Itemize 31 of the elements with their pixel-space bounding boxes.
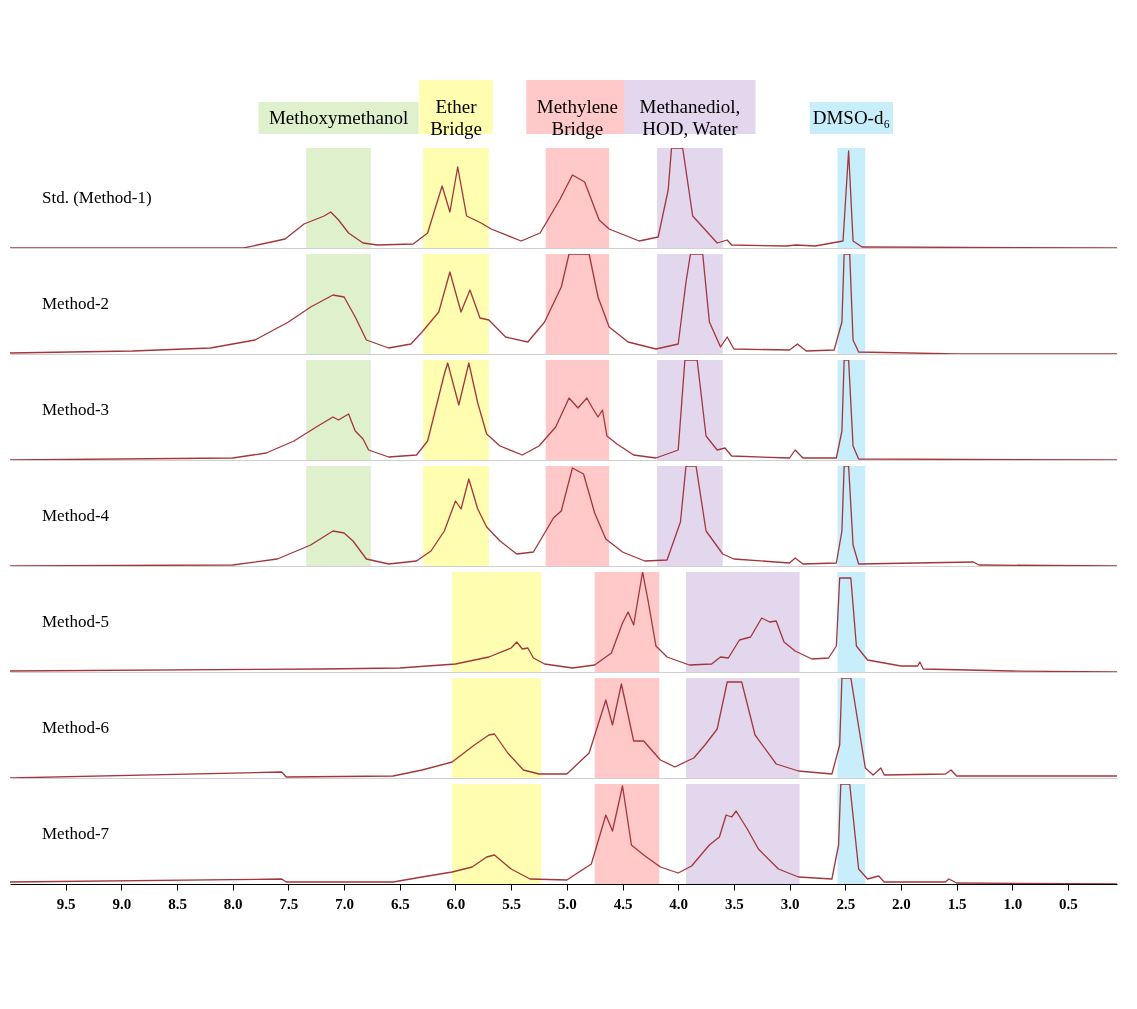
x-tick-label: 3.0 [780, 895, 800, 912]
text: Method-3 [42, 400, 110, 419]
x-tick-label: 8.0 [223, 895, 243, 912]
x-tick-label: 3.5 [725, 895, 744, 912]
x-tick-label: 2.0 [892, 895, 911, 912]
x-tick-label: 5.5 [502, 895, 522, 912]
x-tick-label: 2.5 [836, 895, 856, 912]
band-label: Methanediol, HOD, Water [639, 96, 741, 139]
text: Method-7 [42, 824, 110, 843]
band-label: Ether Bridge [430, 96, 482, 139]
x-tick-label: 4.0 [669, 895, 689, 912]
band-label: DMSO-d₆ [812, 107, 891, 128]
x-tick-label: 1.5 [947, 895, 967, 912]
x-tick-label: 6.5 [390, 895, 410, 912]
text: Method-6 [42, 718, 110, 737]
x-tick-label: 4.5 [613, 895, 633, 912]
band-label: Methylene Bridge [536, 96, 619, 139]
text: Method-5 [42, 612, 110, 631]
x-tick-label: 0.5 [1059, 895, 1078, 912]
x-tick-label: 6.0 [446, 895, 466, 912]
band-label: Methoxymethanol [268, 107, 409, 128]
text: Method-4 [42, 506, 110, 525]
x-tick-label: 8.5 [168, 895, 187, 912]
x-tick-label: 1.0 [1003, 895, 1023, 912]
x-tick-label: 9.0 [112, 895, 132, 912]
text: Method-2 [42, 294, 110, 313]
x-tick-label: 9.5 [56, 895, 76, 912]
x-tick-label: 5.0 [557, 895, 577, 912]
x-tick-label: 7.5 [279, 895, 299, 912]
x-tick-label: 7.0 [335, 895, 354, 912]
text: Std. (Method-1) [42, 188, 152, 207]
